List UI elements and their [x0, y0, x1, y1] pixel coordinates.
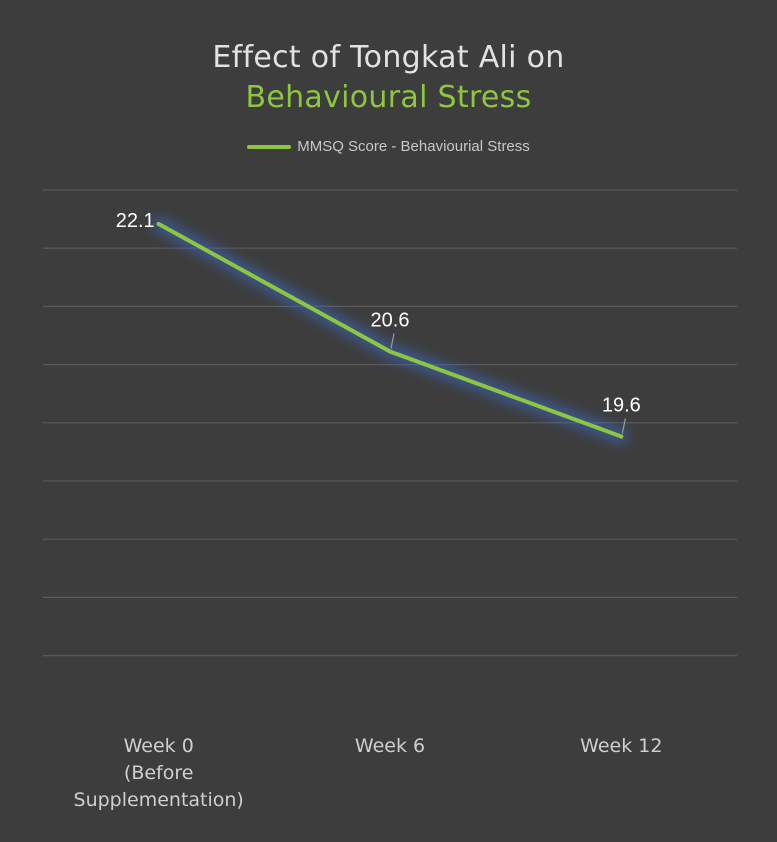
- x-tick-label: Week 12: [580, 735, 662, 757]
- data-label: 20.6: [371, 310, 410, 332]
- data-labels: 22.1 20.6 19.6: [116, 210, 641, 434]
- x-tick-label-line: Week 12: [580, 735, 662, 757]
- x-axis-ticks: Week 0 (Before Supplementation) Week 6 Week …: [74, 735, 663, 811]
- x-tick-label: Week 6: [355, 735, 425, 757]
- data-label-leader: [390, 333, 395, 349]
- data-point: [156, 222, 161, 226]
- x-tick-label-line: Week 0: [124, 735, 194, 757]
- grid: [42, 189, 738, 700]
- data-label-leader: [621, 418, 626, 434]
- data-label: 19.6: [602, 395, 641, 417]
- data-point: [619, 434, 624, 439]
- chart-title-line2: Behavioural Stress: [245, 80, 532, 115]
- x-tick-label-line: Supplementation): [74, 789, 244, 811]
- x-tick-label: Week 0 (Before Supplementation): [74, 735, 244, 811]
- data-point: [388, 349, 392, 354]
- series-line-group: [156, 222, 624, 439]
- legend-swatch: [247, 144, 292, 149]
- x-tick-label-line: (Before: [124, 762, 194, 784]
- legend-label: MMSQ Score - Behaviourial Stress: [297, 138, 530, 155]
- chart-title: Effect of Tongkat Ali on Behavioural Str…: [0, 38, 777, 118]
- legend: MMSQ Score - Behaviourial Stress: [0, 138, 777, 155]
- chart-title-line1: Effect of Tongkat Ali on: [212, 40, 565, 75]
- data-label: 22.1: [116, 210, 155, 232]
- x-tick-label-line: Week 6: [355, 735, 425, 757]
